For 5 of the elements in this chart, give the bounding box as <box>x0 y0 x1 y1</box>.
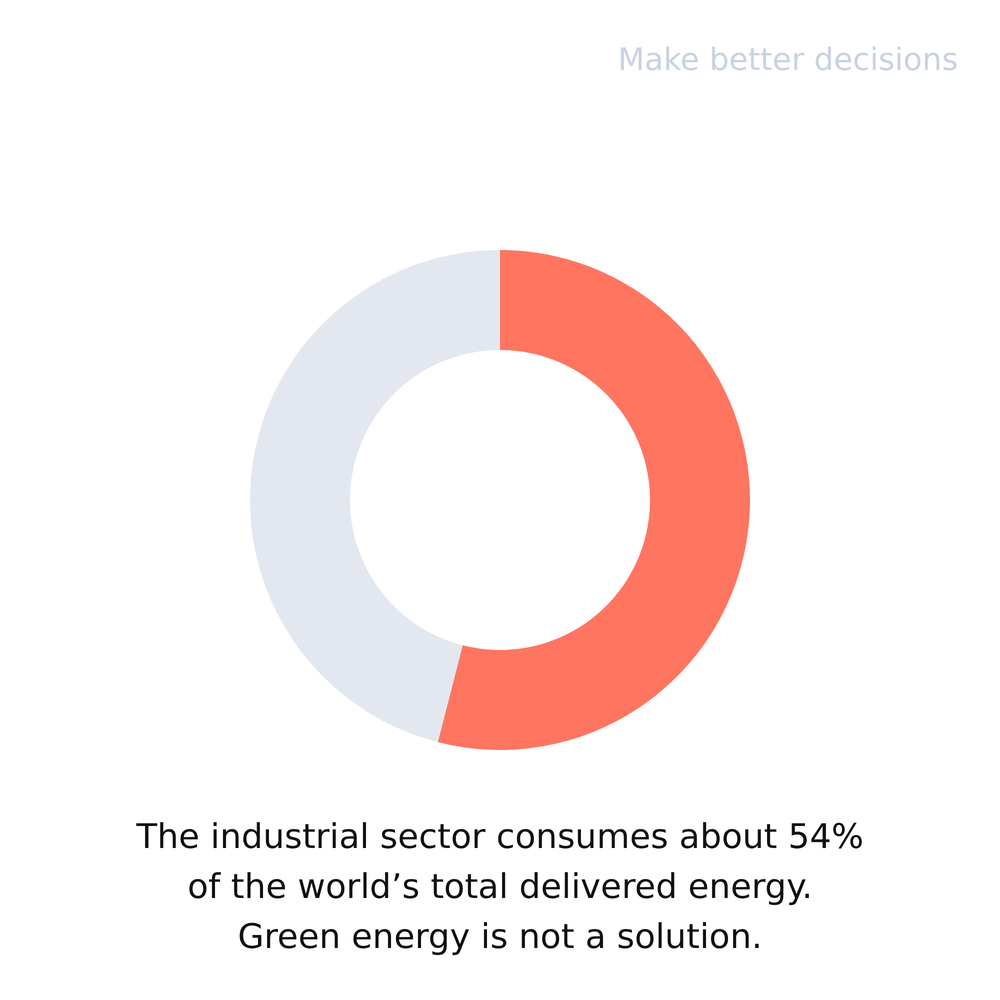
text: of the world’s total delivered energy. <box>186 866 814 909</box>
text: The industrial sector consumes about 54% <box>135 816 865 859</box>
text: Green energy is not a solution. <box>236 916 764 959</box>
donut-slice <box>250 250 500 742</box>
donut-slice <box>438 250 750 750</box>
